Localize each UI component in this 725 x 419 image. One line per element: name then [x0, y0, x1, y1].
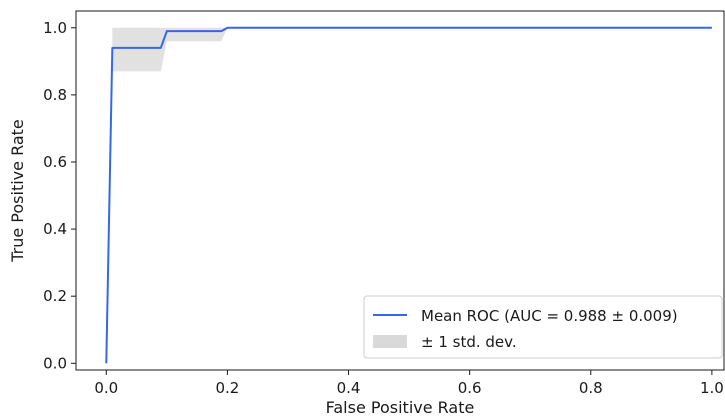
y-tick-label: 0.8 — [43, 86, 67, 104]
x-tick-label: 0.4 — [337, 379, 361, 397]
x-tick-label: 0.6 — [458, 379, 482, 397]
legend-label-std-dev: ± 1 std. dev. — [421, 333, 517, 351]
x-tick-label: 1.0 — [700, 379, 724, 397]
x-tick-label: 0.2 — [215, 379, 239, 397]
y-axis-ticks: 0.0 0.2 0.4 0.6 0.8 1.0 — [43, 19, 76, 372]
x-tick-label: 0.8 — [579, 379, 603, 397]
x-axis-ticks: 0.0 0.2 0.4 0.6 0.8 1.0 — [94, 370, 724, 397]
plot-frame — [75, 10, 725, 371]
y-tick-label: 0.6 — [43, 153, 67, 171]
mean-roc-line — [105, 26, 712, 364]
x-tick-label: 0.0 — [94, 379, 118, 397]
y-axis-title: True Positive Rate — [8, 119, 27, 263]
y-tick-label: 0.0 — [43, 354, 67, 372]
x-axis-title: False Positive Rate — [326, 398, 475, 417]
std-dev-band — [112, 27, 712, 72]
y-tick-label: 0.2 — [43, 287, 67, 305]
legend-label-mean-roc: Mean ROC (AUC = 0.988 ± 0.009) — [421, 307, 678, 325]
y-tick-label: 1.0 — [43, 19, 67, 37]
std-band-layer — [112, 27, 712, 72]
y-tick-label: 0.4 — [43, 220, 67, 238]
roc-line-layer — [105, 26, 712, 364]
legend-box — [363, 295, 723, 359]
legend: Mean ROC (AUC = 0.988 ± 0.009) ± 1 std. … — [363, 295, 723, 359]
legend-band-swatch — [373, 335, 407, 348]
